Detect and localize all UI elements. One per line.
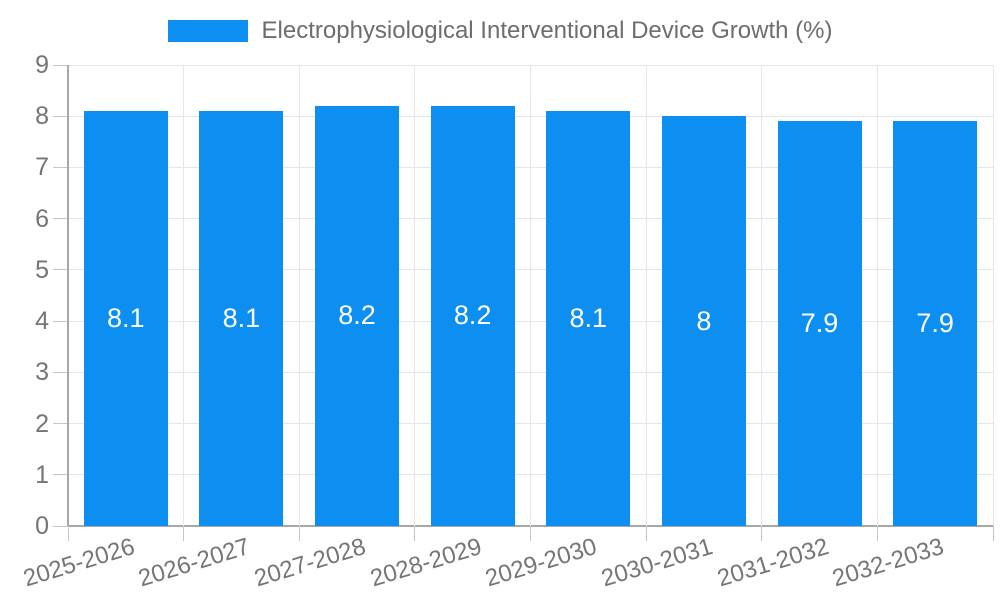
gridline-x-2 [298,65,300,526]
bar-2032-2033[interactable]: 7.9 [893,121,978,526]
y-tick-mark [53,423,68,425]
bar-value-label: 8 [696,305,712,336]
bar-2031-2032[interactable]: 7.9 [777,121,862,526]
bar-2029-2030[interactable]: 8.1 [546,111,631,526]
y-axis-tick-label: 8 [35,102,49,131]
gridline-x-3 [414,65,416,526]
y-axis-tick-label: 2 [35,409,49,438]
y-axis-line [67,65,69,526]
bar-2028-2029[interactable]: 8.2 [430,105,515,526]
y-tick-mark [53,371,68,373]
y-tick-mark [53,115,68,117]
x-tick-mark [67,526,69,541]
y-tick-mark [53,166,68,168]
gridline-x-4 [530,65,531,526]
y-axis-tick-label: 4 [35,307,49,336]
bar-2027-2028[interactable]: 8.2 [315,105,400,526]
y-tick-mark [53,269,68,271]
x-tick-mark [183,526,185,541]
x-tick-mark [530,526,531,541]
bar-value-label: 8.2 [453,300,492,331]
x-tick-mark [414,526,416,541]
x-tick-mark [761,526,763,541]
bar-value-label: 8.1 [569,303,608,334]
x-tick-mark [645,526,647,541]
legend-swatch [167,20,248,42]
x-tick-mark [876,526,878,541]
y-axis-tick-label: 7 [35,153,49,182]
bar-value-label: 8.2 [338,300,376,331]
y-axis-tick-label: 9 [35,51,49,79]
y-tick-mark [53,218,68,220]
y-tick-mark [53,474,68,476]
gridline-x-1 [183,65,185,526]
y-axis-tick-label: 5 [35,255,49,284]
bar-value-label: 8.1 [222,303,261,334]
bar-2030-2031[interactable]: 8 [661,116,746,526]
bar-2025-2026[interactable]: 8.1 [83,111,168,526]
x-tick-mark [992,526,994,541]
y-tick-mark [53,525,68,527]
legend-label: Electrophysiological Interventional Devi… [261,17,833,44]
bar-value-label: 7.9 [800,308,839,339]
x-tick-mark [298,526,300,541]
gridline-x-7 [876,65,878,526]
bar-2026-2027[interactable]: 8.1 [199,111,284,526]
y-tick-mark [53,320,68,322]
bar-value-label: 8.1 [107,303,145,334]
y-axis-tick-label: 0 [35,512,49,540]
gridline-x-5 [645,65,647,526]
y-axis-tick-label: 3 [35,358,49,387]
gridline-x-8 [992,65,994,526]
y-axis-tick-label: 6 [35,204,49,233]
y-tick-mark [53,64,68,66]
y-axis-tick-label: 1 [35,460,49,489]
chart-legend-item[interactable]: Electrophysiological Interventional Devi… [0,12,1000,50]
bar-value-label: 7.9 [916,308,954,339]
gridline-x-6 [761,65,763,526]
